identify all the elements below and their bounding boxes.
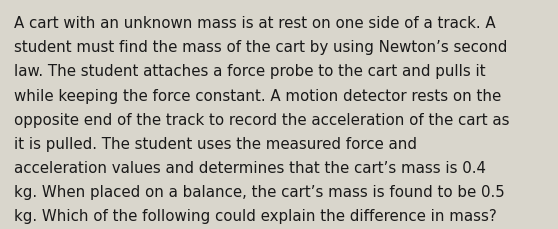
- Text: law. The student attaches a force probe to the cart and pulls it: law. The student attaches a force probe …: [14, 64, 485, 79]
- Text: student must find the mass of the cart by using Newton’s second: student must find the mass of the cart b…: [14, 40, 507, 55]
- Text: kg. When placed on a balance, the cart’s mass is found to be 0.5: kg. When placed on a balance, the cart’s…: [14, 184, 504, 199]
- Text: A cart with an unknown mass is at rest on one side of a track. A: A cart with an unknown mass is at rest o…: [14, 16, 496, 31]
- Text: while keeping the force constant. A motion detector rests on the: while keeping the force constant. A moti…: [14, 88, 501, 103]
- Text: kg. Which of the following could explain the difference in mass?: kg. Which of the following could explain…: [14, 208, 497, 223]
- Text: opposite end of the track to record the acceleration of the cart as: opposite end of the track to record the …: [14, 112, 509, 127]
- Text: acceleration values and determines that the cart’s mass is 0.4: acceleration values and determines that …: [14, 160, 486, 175]
- Text: it is pulled. The student uses the measured force and: it is pulled. The student uses the measu…: [14, 136, 417, 151]
